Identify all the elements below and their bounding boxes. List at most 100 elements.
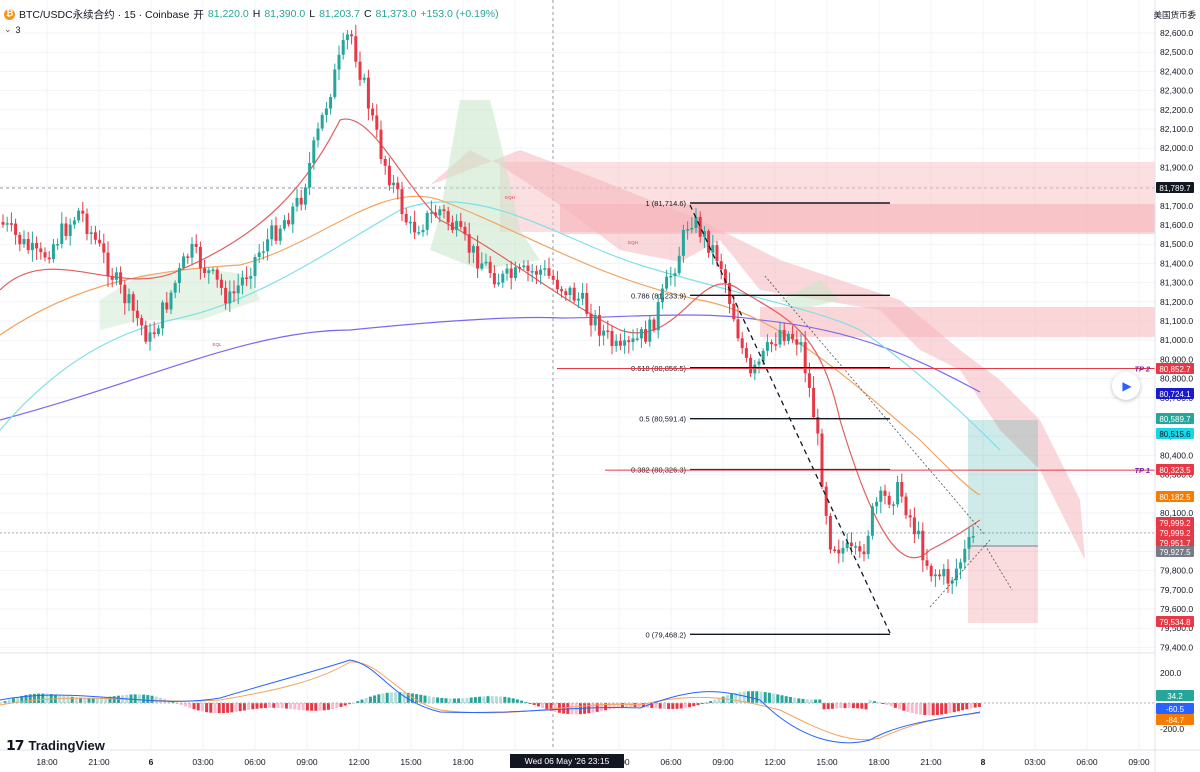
candle-body [341,40,345,55]
macd-histogram-bar [179,703,183,705]
macd-histogram-bar [154,696,158,703]
candle-body [165,302,169,310]
candle-body [690,227,694,230]
take-profit-lines[interactable]: TP 2 TP 1 [557,364,1155,475]
scroll-to-realtime-button[interactable]: ▶ [1112,372,1140,400]
candle-body [484,261,488,264]
macd-histogram-bar [112,696,116,703]
candle-body [526,265,530,272]
price-tick: 79,600.0 [1160,604,1193,614]
macd-histogram-bar [784,696,788,703]
macd-histogram-bar [436,697,440,703]
macd-histogram-bar [389,692,393,703]
candle-body [89,232,93,235]
time-tick: 15:00 [816,757,838,767]
macd-histogram-bar [520,700,524,703]
high-value: 81,390.0 [264,8,306,20]
ichimoku-cloud-red [430,150,1085,560]
price-tick: 80,800.0 [1160,374,1193,384]
candle-body [824,486,828,516]
long-position-target [968,420,1038,546]
macd-histogram-bar [280,703,284,709]
ema-long-line [0,314,981,421]
candle-body [795,339,799,345]
price-tag-text: -84.7 [1166,716,1185,725]
macd-histogram-bar [612,703,616,709]
candle-body [686,229,690,231]
time-axis[interactable]: 18:00 21:00 6 03:00 06:00 09:00 12:00 15:00 18:0… [36,757,1150,767]
candle-body [812,387,816,418]
candle-body [841,548,845,554]
ema-fast-line [0,118,981,559]
symbol-header[interactable]: BTC/USDC永续合约 · 15 · Coinbase 开81,220.0 H… [4,6,499,22]
price-tag-text: 80,852.7 [1159,365,1191,374]
macd-histogram-bar [377,694,381,703]
macd-histogram-bar [549,703,553,711]
price-tick: 80,100.0 [1160,508,1193,518]
macd-histogram-bar [515,699,519,703]
time-tick: 12:00 [348,757,370,767]
macd-histogram-bar [339,703,343,707]
candle-body [345,34,349,41]
macd-histogram-bar [881,703,885,704]
candle-body [560,289,564,292]
macd-histogram-bar [780,695,784,703]
candle-body [291,206,295,225]
candle-body [51,244,55,260]
price-tag-bg [1156,517,1194,528]
candle-body [719,261,723,270]
macd-tick: 200.0 [1160,668,1182,678]
candle-body [728,282,732,304]
macd-histogram-bar [79,697,83,703]
candle-body [194,243,198,247]
price-tick: 82,600.0 [1160,28,1193,38]
macd-histogram-bar [730,694,734,703]
candle-body [379,129,383,160]
candle-body [908,515,912,518]
candle-body [47,257,51,260]
symbol-title[interactable]: BTC/USDC永续合约 · 15 · Coinbase [19,8,190,21]
macd-histogram-bar [230,703,234,713]
macd-histogram-bar [864,703,868,710]
candle-body [266,239,270,252]
macd-histogram-bar [238,703,242,712]
price-tag-text: 80,323.5 [1159,466,1191,475]
candle-body [849,542,853,547]
chevron-down-icon[interactable]: ⌄ [4,24,12,34]
candle-body [77,210,81,221]
macd-histogram-bar [927,703,931,716]
play-icon: ▶ [1122,379,1132,393]
currency-label[interactable]: 美国货币委 [1153,10,1196,20]
macd-histogram-bar [188,703,192,708]
candle-body [492,273,496,285]
macd-histogram-bar [801,698,805,703]
candle-body [333,69,337,98]
candle-body [303,187,307,205]
candle-body [938,574,942,577]
candle-body [606,330,610,333]
macd-histogram-bar [679,703,683,709]
candle-body [702,231,706,237]
indicators-toggle[interactable]: ⌄ 3 [4,24,21,35]
candle-body [421,229,425,233]
price-tick: 80,400.0 [1160,450,1193,460]
candle-body [274,225,278,241]
macd-histogram-bar [536,703,540,707]
candle-body [320,114,324,129]
macd-histogram-bar [293,703,297,710]
macd-histogram-bar [650,703,654,708]
candle-body [681,229,685,256]
macd-histogram-bar [721,696,725,703]
candle-body [778,330,782,345]
candle-body [350,34,354,37]
price-tag-bg [1156,363,1194,374]
macd-histogram-bar [410,693,414,703]
price-tick: 82,400.0 [1160,66,1193,76]
macd-histogram-bar [226,703,230,713]
tradingview-logo[interactable]: 𝟭𝟳 TradingView [6,737,105,754]
macd-histogram-bar [835,703,839,709]
macd-histogram-bar [944,703,948,714]
macd-histogram-bar [406,692,410,703]
